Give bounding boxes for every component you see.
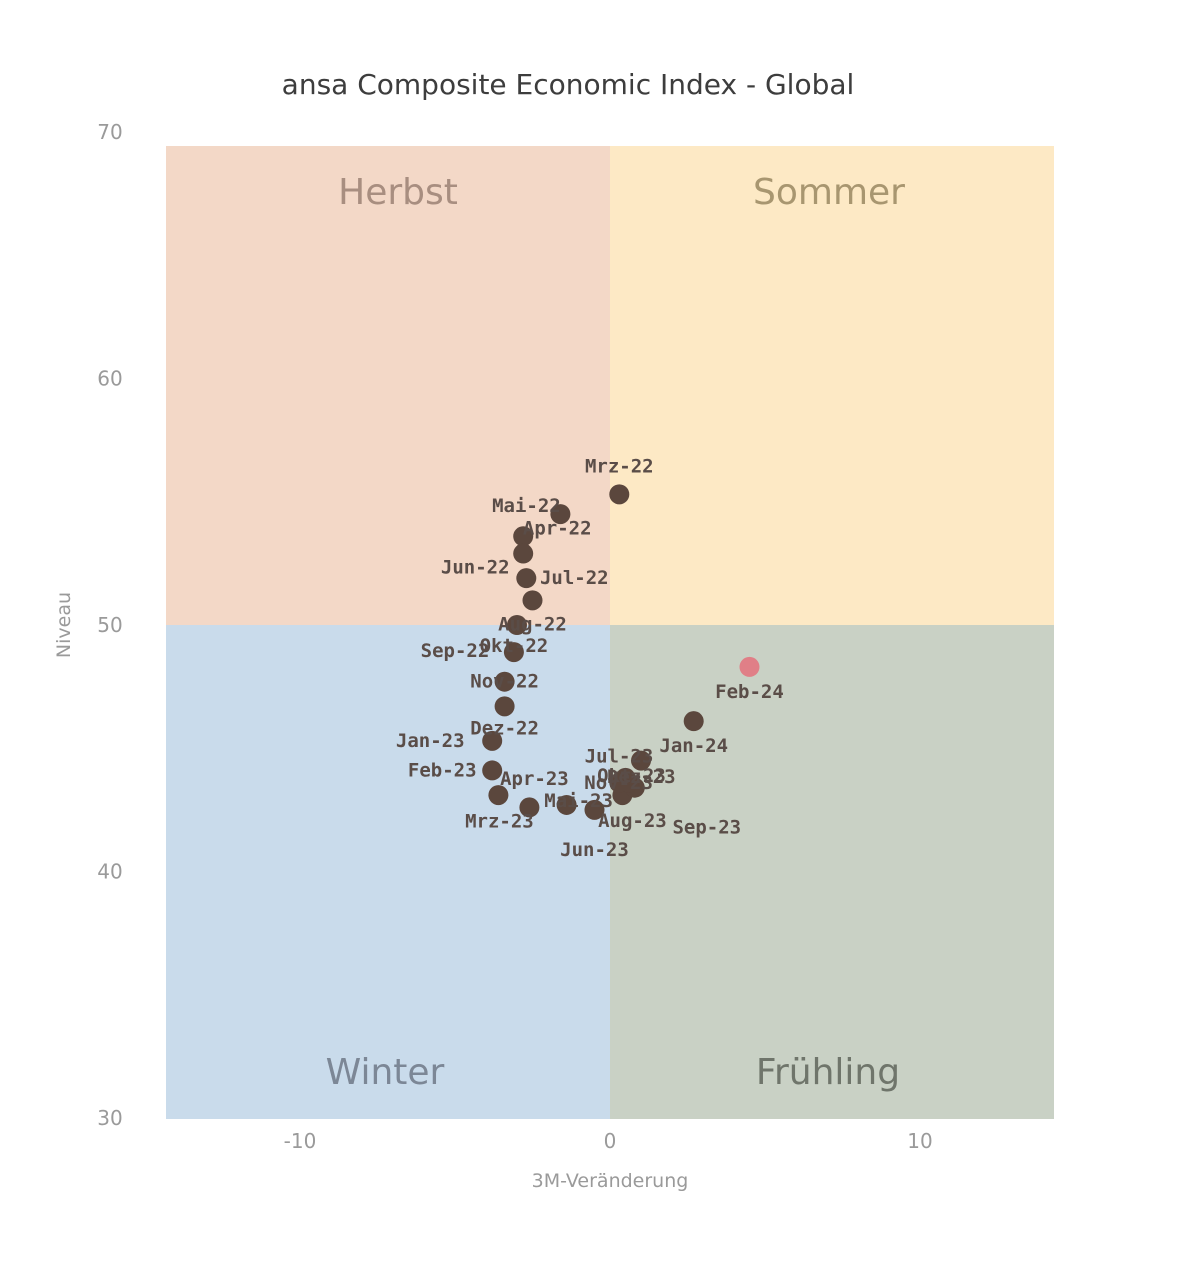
quadrant-label-top-right: Sommer [753, 172, 905, 213]
data-point [482, 760, 503, 781]
point-label: Jul-22 [540, 567, 609, 589]
data-point [631, 750, 651, 771]
quadrant-labels: Herbst Sommer Winter Frühling [326, 172, 906, 1093]
point-label: Jan-24 [659, 735, 728, 757]
point-label: Mai-23 [544, 790, 613, 812]
data-point [494, 696, 515, 717]
data-point [513, 526, 534, 547]
y-axis-title: Niveau [53, 592, 75, 658]
point-label: Mai-22 [492, 495, 561, 517]
quadrant-bottom-right [610, 625, 1054, 1119]
x-axis-ticks: -10 0 10 [284, 1129, 933, 1153]
point-label: Nov-23 [584, 772, 653, 794]
data-point [516, 568, 537, 589]
data-point [584, 799, 605, 820]
point-label: Dez-23 [607, 766, 676, 788]
data-point [683, 711, 704, 732]
data-point [556, 794, 577, 815]
data-point [522, 590, 543, 611]
quadrant-backgrounds [166, 146, 1054, 1119]
y-tick-label: 60 [97, 367, 122, 391]
point-label: Jun-23 [560, 839, 629, 861]
point-label: Aug-22 [498, 613, 567, 635]
point-label: Nov-22 [470, 671, 539, 693]
chart-title: ansa Composite Economic Index - Global [282, 68, 855, 101]
quadrant-label-bottom-left: Winter [326, 1052, 445, 1093]
y-tick-label: 30 [97, 1106, 122, 1130]
y-axis-ticks: 70 60 50 40 30 [97, 120, 122, 1130]
point-label: Mrz-22 [585, 455, 654, 477]
y-tick-label: 40 [97, 860, 122, 884]
y-tick-label: 70 [97, 120, 122, 144]
point-label: Apr-23 [500, 768, 569, 790]
data-points [482, 484, 760, 820]
point-label: Apr-22 [523, 517, 592, 539]
x-tick-label: 10 [907, 1129, 932, 1153]
point-label: Feb-24 [715, 681, 784, 703]
point-label: Jul-23 [585, 746, 654, 768]
point-label: Sep-23 [672, 817, 741, 839]
point-label: Jan-23 [396, 730, 465, 752]
data-point [609, 484, 630, 505]
data-point [482, 730, 503, 751]
x-axis-title: 3M-Veränderung [532, 1170, 689, 1192]
point-label: Mrz-23 [465, 810, 534, 832]
point-label: Okt-23 [597, 765, 666, 787]
data-point [494, 671, 515, 692]
point-label: Sep-22 [421, 640, 490, 662]
data-point [513, 543, 534, 564]
data-point [519, 797, 540, 818]
data-point [488, 785, 509, 806]
quadrant-label-bottom-right: Frühling [756, 1052, 900, 1093]
x-tick-label: 0 [604, 1129, 617, 1153]
point-label: Aug-23 [598, 810, 667, 832]
y-tick-label: 50 [97, 613, 122, 637]
point-label: Dez-22 [470, 717, 539, 739]
data-point [503, 642, 524, 663]
data-point [507, 615, 527, 635]
quadrant-top-left [166, 146, 610, 625]
quadrant-label-top-left: Herbst [338, 172, 458, 213]
quadrant-top-right [610, 146, 1054, 625]
x-tick-label: -10 [284, 1129, 317, 1153]
point-label: Okt-22 [480, 635, 549, 657]
data-point [550, 504, 571, 525]
data-point [609, 772, 630, 793]
point-label: Feb-23 [408, 759, 477, 781]
quadrant-bottom-left [166, 625, 610, 1119]
data-point [739, 656, 760, 677]
point-label: Jun-22 [441, 557, 510, 579]
